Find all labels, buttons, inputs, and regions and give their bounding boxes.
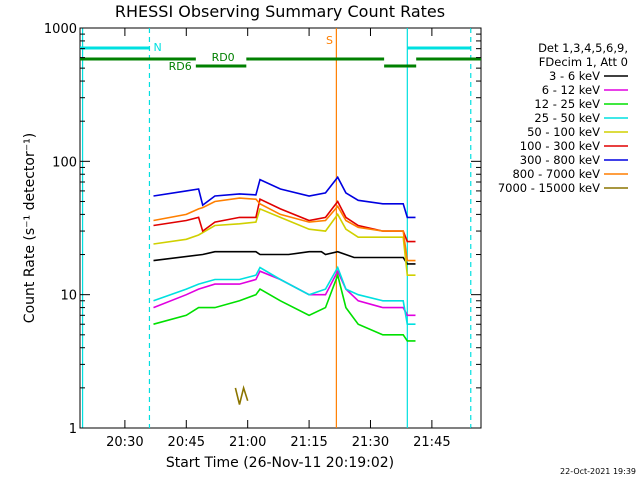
plot-frame [79,27,482,429]
legend-label-7: 800 - 7000 keV [512,167,600,181]
x-tick-label-0: 20:30 [106,435,143,450]
series-line-6 [153,175,416,219]
y-tick-label-3: 1000 [44,22,77,37]
legend-header-line-2: FDecim 1, Att 0 [539,55,628,69]
series-line-2 [153,272,416,342]
y-tick-label-0: 1 [69,422,77,437]
y-axis-label: Count Rate (s⁻¹ detector⁻¹) [22,133,38,323]
legend-label-8: 7000 - 15000 keV [498,181,600,195]
x-axis-ticks: 20:30 20:45 21:00 21:15 21:30 21:45 [106,28,451,450]
series-line-0 [153,250,416,265]
legend-label-5: 100 - 300 keV [520,139,600,153]
legend-label-3: 25 - 50 keV [534,111,600,125]
state-label-s: S [326,34,333,47]
y-tick-label-2: 100 [52,155,77,170]
y-axis-ticks: 1 10 100 1000 [44,22,481,437]
series-lines [153,175,416,405]
x-tick-label-1: 20:45 [168,435,205,450]
series-line-8 [234,384,249,405]
legend-label-6: 300 - 800 keV [520,153,600,167]
state-label-rd6: RD6 [169,60,192,73]
chart-title: RHESSI Observing Summary Count Rates [115,2,445,21]
legend-label-0: 3 - 6 keV [549,69,600,83]
state-label-rd0: RD0 [212,51,235,64]
x-tick-label-5: 21:45 [413,435,450,450]
series-line-5 [153,198,416,243]
x-tick-label-2: 21:00 [229,435,266,450]
y-tick-label-1: 10 [60,289,77,304]
state-markers: RD0 RD6 N S [80,28,481,428]
x-axis-label: Start Time (26-Nov-11 20:19:02) [166,455,394,471]
legend-header-line-1: Det 1,3,4,5,6,9, [538,41,628,55]
series-line-1 [153,269,416,317]
legend: Det 1,3,4,5,6,9, FDecim 1, Att 0 3 - 6 k… [498,41,628,195]
legend-label-2: 12 - 25 keV [534,97,600,111]
series-line-3 [153,265,416,326]
timestamp: 22-Oct-2021 19:39 [560,467,636,476]
legend-label-4: 50 - 100 keV [527,125,600,139]
series-line-7 [153,197,416,262]
x-tick-label-4: 21:30 [352,435,389,450]
series-line-4 [153,207,416,277]
x-tick-label-3: 21:15 [290,435,327,450]
state-label-n: N [154,41,162,54]
legend-label-1: 6 - 12 keV [542,83,600,97]
